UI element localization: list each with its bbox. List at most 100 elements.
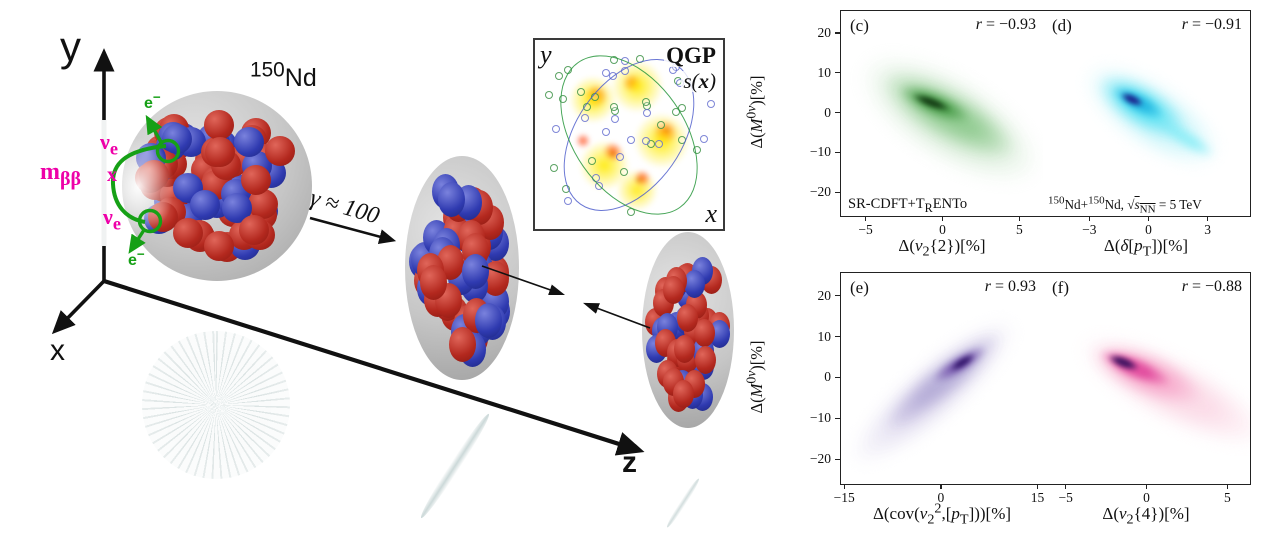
y-tick <box>835 458 840 461</box>
correlation-value: r = −0.88 <box>1181 278 1242 295</box>
correlation-value: r = 0.93 <box>984 278 1036 295</box>
panel-f: (f) r = −0.88 Δ(v2{4})[%] −5 0 5 <box>1043 272 1251 526</box>
y-tick-label: 20 <box>817 24 832 40</box>
qgp-nucleon-dot <box>588 156 597 165</box>
neutrino-label-bottom: νe <box>103 204 121 234</box>
x-tick-label: 0 <box>1143 490 1150 505</box>
panel-tag: (c) <box>850 16 869 35</box>
panel-e: (e) r = 0.93 Δ(cov(v22,[pT]))[%] −15 0 15 2… <box>810 272 1045 526</box>
y-tick-label: 10 <box>817 328 832 344</box>
y-tick <box>835 72 840 74</box>
qgp-inset: y QGP s(x) x <box>532 29 726 240</box>
nucleon <box>234 126 265 157</box>
qgp-nucleon-dot <box>616 152 625 161</box>
nucleus-projection-disk <box>142 331 290 479</box>
y-tick-label: −10 <box>809 410 831 426</box>
panel-d: (d) r = −0.91 150Nd+150Nd, √sNN = 5 TeV … <box>1043 10 1251 258</box>
boosted-nucleus-left <box>405 156 519 380</box>
x-tick-label: −3 <box>1082 222 1097 237</box>
qgp-nucleon-dot <box>610 55 619 64</box>
y-tick-label: −20 <box>809 184 831 200</box>
x-tick <box>1226 484 1229 489</box>
y-tick <box>835 151 840 153</box>
y-tick <box>835 335 840 338</box>
y-tick-label: −10 <box>809 144 831 160</box>
qgp-nucleon-dot <box>700 134 709 143</box>
qgp-nucleon-dot <box>583 103 592 112</box>
nucleon <box>693 318 715 347</box>
nucleon <box>419 265 447 301</box>
correlation-value: r = −0.91 <box>1181 16 1242 33</box>
x-tick-label: 0 <box>937 490 945 505</box>
x-tick-label: 3 <box>1204 222 1211 237</box>
qgp-nucleon-dot <box>544 91 553 100</box>
y-tick <box>835 191 840 193</box>
qgp-nucleon-dot <box>642 137 651 145</box>
qgp-nucleon-dot <box>654 140 663 149</box>
qgp-nucleon-dot <box>595 181 604 190</box>
qgp-nucleon-dot <box>577 88 586 97</box>
x-tick-label: −5 <box>858 222 873 237</box>
qgp-nucleon-dot <box>611 115 620 124</box>
nucleon <box>264 135 295 166</box>
qgp-nucleon-dot <box>580 114 589 123</box>
panel-tag: (e) <box>850 278 869 297</box>
nucleon <box>203 230 234 261</box>
system-note: 150Nd+150Nd, √sNN = 5 TeV <box>1048 194 1202 216</box>
y-tick-label: 20 <box>817 287 832 303</box>
y-axis-title-top-row: Δ(M0ν)[%] <box>743 75 767 149</box>
qgp-nucleon-dot <box>563 197 572 206</box>
correlation-value: r = −0.93 <box>975 16 1036 33</box>
x-tick <box>1018 216 1021 221</box>
y-tick-label: 0 <box>824 369 831 385</box>
nucleon <box>238 214 269 245</box>
density-cloud-c <box>841 11 1044 216</box>
nucleus-150nd-label: 150Nd <box>250 58 317 92</box>
qgp-nucleon-dot <box>693 146 702 155</box>
x-tick <box>941 216 944 221</box>
nucleon <box>676 304 698 333</box>
y-tick <box>835 111 840 114</box>
mbb-cross-marker: x <box>107 164 117 186</box>
x-tick <box>1036 484 1039 489</box>
nucleon <box>189 189 220 220</box>
x-tick-label: 15 <box>1030 490 1045 505</box>
qgp-nucleon-dot <box>562 184 571 193</box>
model-note: SR-CDFT+TRENTo <box>848 196 968 215</box>
qgp-nucleon-dot <box>555 72 564 81</box>
y-tick-label: 10 <box>817 64 832 80</box>
y-axis-label: y <box>60 23 81 70</box>
nucleon <box>438 181 466 217</box>
qgp-nucleon-dot <box>641 97 650 106</box>
qgp-nucleon-dot <box>706 99 715 108</box>
density-cloud-f <box>1043 273 1250 484</box>
x-axis-title: Δ(v2{4})[%] <box>1102 504 1190 528</box>
x-axis-label: x <box>50 334 65 367</box>
x-tick <box>940 484 942 489</box>
qgp-xaxis-label: x <box>705 199 717 228</box>
boosted-nucleus-right <box>642 232 734 428</box>
electron-label-bottom: e− <box>128 246 145 269</box>
qgp-title: QGP <box>664 43 718 68</box>
qgp-nucleon-dot <box>608 72 617 81</box>
panel-tag: (f) <box>1052 278 1069 297</box>
x-tick <box>1065 484 1067 489</box>
qgp-nucleon-dots <box>535 40 723 229</box>
qgp-nucleon-dot <box>564 65 573 74</box>
z-axis-label: z <box>622 446 637 479</box>
nucleon <box>205 136 235 167</box>
x-tick-label: −15 <box>833 490 855 505</box>
qgp-nucleon-dot <box>656 120 665 129</box>
qgp-nucleon-dot <box>602 68 611 77</box>
nucleon <box>673 335 695 364</box>
y-tick <box>835 376 840 379</box>
electron-label-top: e− <box>144 89 161 112</box>
qgp-nucleon-dot <box>590 93 599 102</box>
nucleon <box>672 379 694 408</box>
qgp-nucleon-dot <box>552 125 561 134</box>
x-tick-label: 0 <box>939 222 946 237</box>
x-axis-title: Δ(v2{2})[%] <box>898 236 986 260</box>
x-tick <box>1207 216 1209 221</box>
